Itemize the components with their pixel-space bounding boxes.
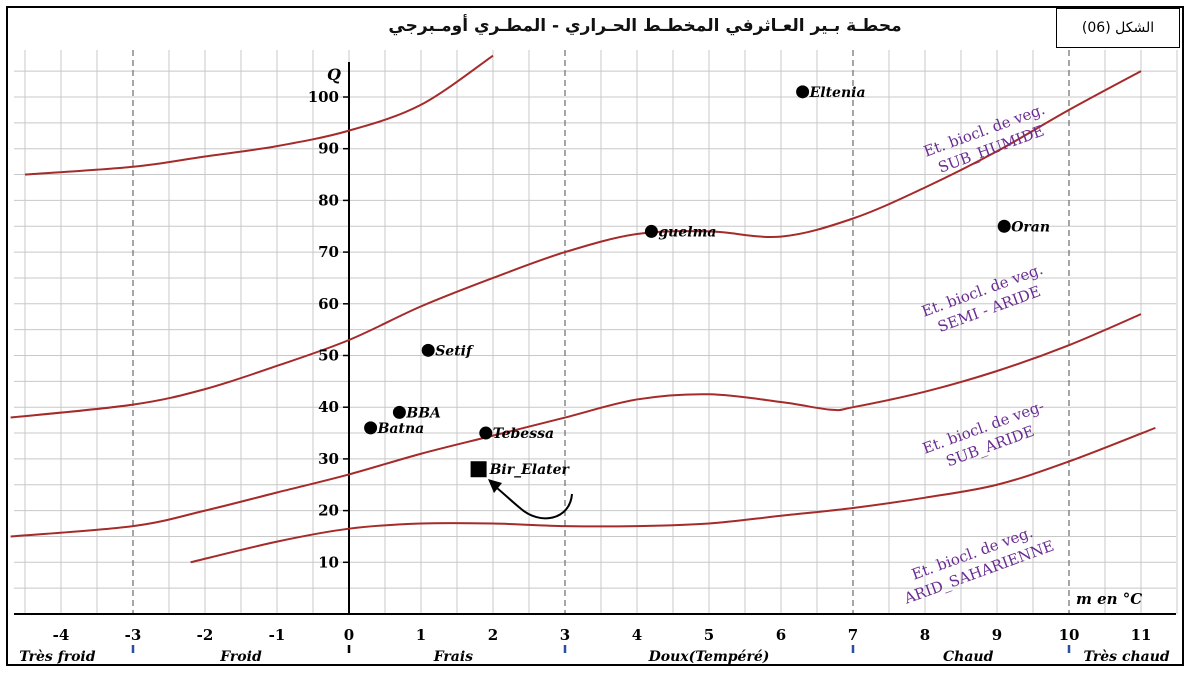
station-label: Bir_Elater (489, 462, 571, 478)
chart-frame (6, 6, 1184, 666)
x-tick-label: 3 (560, 626, 570, 644)
zone-label: Et. biocl. de veg.SUB_HUMIDE (921, 100, 1047, 177)
station-label: Oran (1011, 219, 1050, 235)
y-tick-label: 90 (318, 140, 339, 158)
x-axis-label: m en °C (1076, 590, 1142, 608)
x-tick-label: -4 (53, 626, 70, 644)
x-tick-label: 6 (776, 626, 786, 644)
station-label: BBA (405, 405, 441, 421)
climate-class-label: Frais (433, 649, 473, 665)
y-axis-label: Q (327, 65, 341, 84)
boundary-curve (10, 313, 1142, 538)
station-marker (479, 426, 493, 440)
station-marker-square (470, 461, 487, 478)
station-marker (392, 405, 406, 419)
station-label: Setif (435, 343, 475, 359)
figure-label: الشكل (06) (1056, 8, 1180, 48)
station-label: Tebessa (493, 426, 554, 442)
y-tick-label: 50 (318, 347, 339, 365)
chart-title: محطـة بـير العـاثرفي المخطـط الحـراري - … (388, 16, 902, 36)
y-tick-label: 70 (318, 243, 339, 261)
station-marker (364, 421, 378, 435)
y-tick-label: 20 (318, 502, 339, 520)
station-label: guelma (658, 224, 716, 240)
boundary-curve (10, 70, 1142, 419)
x-tick-label: 5 (704, 626, 714, 644)
y-tick-label: 80 (318, 191, 339, 209)
station-label: Batna (377, 421, 425, 437)
zone-label: Et. biocl. de veg.ARID_SAHARIENNE (901, 523, 1057, 608)
x-tick-label: 10 (1059, 626, 1080, 644)
station-marker (997, 219, 1011, 233)
x-tick-label: -2 (197, 626, 214, 644)
x-tick-label: 7 (848, 626, 858, 644)
climate-class-label: Froid (219, 649, 262, 665)
station-marker (796, 85, 810, 99)
x-tick-label: 2 (488, 626, 498, 644)
boundary-curve (190, 426, 1156, 564)
station-label: Eltenia (809, 85, 866, 101)
x-tick-label: 1 (416, 626, 426, 644)
y-tick-label: 30 (318, 450, 339, 468)
boundary-curve (24, 54, 494, 176)
y-tick-label: 100 (308, 88, 339, 106)
y-tick-label: 10 (318, 553, 339, 571)
annotation-arrow (491, 483, 573, 520)
x-tick-label: -3 (125, 626, 142, 644)
y-tick-label: 40 (318, 398, 339, 416)
x-tick-label: 9 (992, 626, 1002, 644)
annotation-arrowhead (488, 479, 502, 493)
climate-class-label: Très chaud (1084, 649, 1170, 665)
x-tick-label: 0 (344, 626, 354, 644)
x-tick-label: 4 (632, 626, 642, 644)
climate-class-label: Très froid (19, 649, 95, 665)
x-tick-label: 8 (920, 626, 930, 644)
x-tick-label: -1 (269, 626, 286, 644)
x-tick-label: 11 (1131, 626, 1152, 644)
zone-label: Et. biocl. de veg.SEMI - ARIDE (919, 260, 1045, 336)
climate-class-label: Doux(Tempéré) (648, 649, 770, 665)
climate-class-label: Chaud (943, 649, 994, 665)
station-marker (644, 224, 658, 238)
y-tick-label: 60 (318, 295, 339, 313)
station-marker (421, 343, 435, 357)
